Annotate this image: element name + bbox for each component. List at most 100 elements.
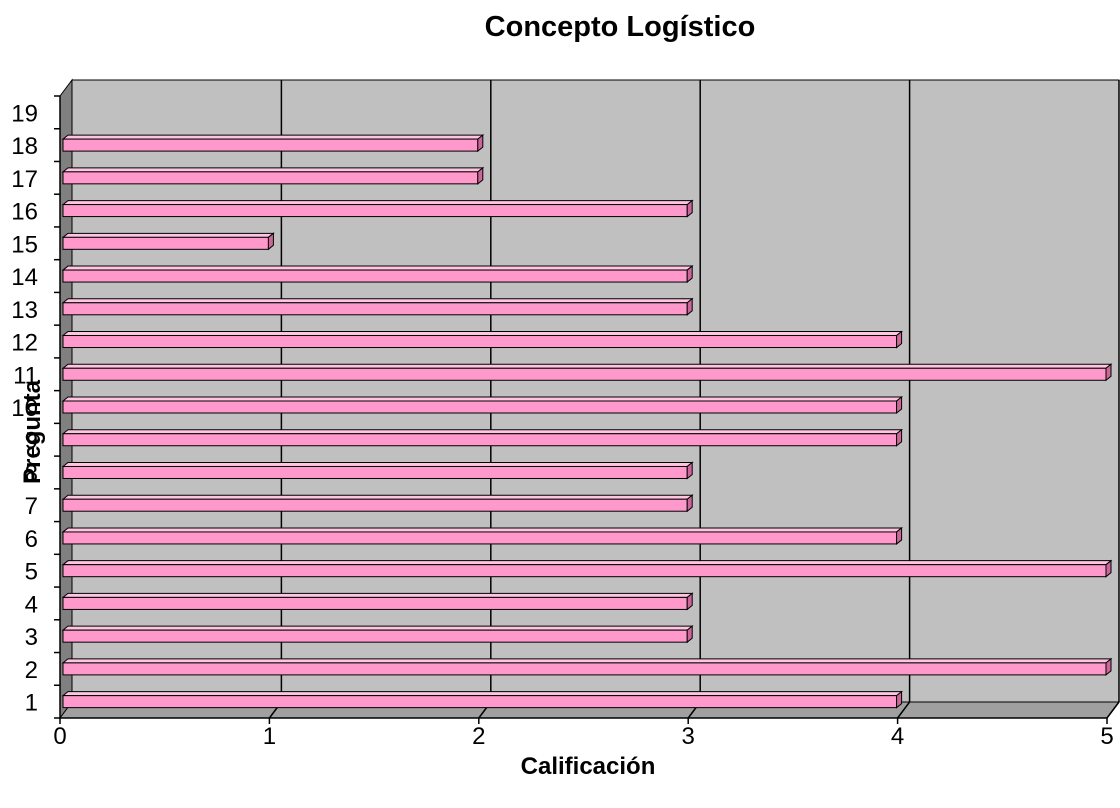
- bar-end: [477, 134, 484, 153]
- y-tick-label: 18: [11, 133, 38, 160]
- bar-end: [896, 690, 903, 709]
- y-tick-label: 10: [11, 395, 38, 422]
- y-tick-label: 13: [11, 297, 38, 324]
- bar-front: [62, 596, 688, 610]
- gridline-floor: [896, 701, 911, 719]
- bar-top: [61, 461, 694, 467]
- bar-top: [61, 134, 485, 140]
- bar-front: [62, 171, 479, 185]
- y-tick-label: 16: [11, 199, 38, 226]
- bar: [61, 592, 694, 611]
- x-tick-label: 5: [1100, 723, 1113, 750]
- bar-end: [1105, 657, 1112, 676]
- y-tick-label: 4: [25, 591, 38, 618]
- bar-top: [61, 167, 485, 173]
- bar-top: [61, 232, 275, 238]
- bar: [61, 559, 1113, 578]
- bar: [61, 330, 904, 349]
- bar-end: [896, 428, 903, 447]
- bar-top: [61, 429, 904, 435]
- bar-front: [62, 695, 898, 709]
- bar-front: [62, 204, 688, 218]
- bar: [61, 166, 485, 185]
- y-tick-label: 19: [11, 100, 38, 127]
- bar-end: [267, 232, 274, 251]
- bar-front: [62, 335, 898, 349]
- y-tick-label: 14: [11, 264, 38, 291]
- y-tick-label: 5: [25, 559, 38, 586]
- bar: [61, 134, 485, 153]
- bar-front: [62, 367, 1107, 381]
- y-axis-title: Pregunta: [19, 379, 46, 484]
- bar-top: [61, 363, 1113, 369]
- y-tick-label: 1: [25, 690, 38, 717]
- bar: [61, 625, 694, 644]
- bar-top: [61, 494, 694, 500]
- bar-front: [62, 433, 898, 447]
- bar: [61, 395, 904, 415]
- bar-front: [62, 269, 688, 283]
- bar: [61, 363, 1113, 382]
- bar-front: [62, 629, 688, 643]
- bar: [61, 657, 1113, 676]
- bars: [61, 134, 1113, 709]
- bar-top: [61, 200, 694, 206]
- y-tick-label: 7: [25, 493, 38, 520]
- bar-end: [686, 592, 693, 611]
- bar: [61, 461, 694, 480]
- bar-top: [61, 527, 904, 533]
- bar-end: [477, 166, 484, 185]
- x-axis-title: Calificación: [521, 753, 656, 780]
- gridline-floor: [1106, 701, 1120, 719]
- y-tick-label: 8: [25, 460, 38, 487]
- x-tick-label: 4: [891, 723, 904, 750]
- bar-end: [896, 330, 903, 349]
- bar-top: [61, 625, 694, 631]
- x-tick-label: 0: [53, 723, 66, 750]
- bar: [61, 232, 275, 251]
- bar-end: [686, 461, 693, 480]
- bar-front: [62, 302, 688, 316]
- bar-front: [62, 138, 479, 152]
- bar-top: [61, 592, 694, 598]
- bar-end: [686, 625, 693, 644]
- bar-end: [686, 494, 693, 513]
- chart-title: Concepto Logístico: [485, 11, 756, 43]
- bar: [61, 494, 694, 513]
- y-tick-label: 17: [11, 166, 38, 193]
- bar-top: [61, 331, 904, 337]
- y-tick-label: 12: [11, 330, 38, 357]
- bar-end: [686, 297, 693, 316]
- bar-front: [62, 400, 898, 414]
- bar-front: [62, 662, 1107, 676]
- bar-front: [62, 236, 269, 250]
- bar-front: [62, 498, 688, 512]
- bar-front: [62, 531, 898, 545]
- bar-end: [686, 199, 693, 218]
- x-tick-label: 3: [682, 723, 695, 750]
- y-tick-label: 11: [13, 362, 38, 389]
- y-tick-label: 15: [11, 231, 38, 258]
- bar: [61, 526, 904, 545]
- bar-end: [686, 265, 693, 284]
- bar-end: [1105, 559, 1112, 578]
- bar-top: [61, 396, 904, 402]
- bar: [61, 428, 904, 447]
- x-tick-label: 2: [472, 723, 485, 750]
- bar-end: [1105, 363, 1112, 382]
- y-tick-label: 6: [25, 526, 38, 553]
- y-tick-label: 3: [25, 624, 38, 651]
- bar-top: [61, 691, 904, 697]
- bar-front: [62, 465, 688, 479]
- y-tick-label: 2: [25, 657, 38, 684]
- bar-end: [896, 395, 903, 415]
- x-axis-ticks: 0 1 2 3 4 5: [53, 718, 1114, 750]
- bar-top: [61, 265, 694, 271]
- bar: [61, 690, 904, 709]
- x-tick-label: 1: [263, 723, 276, 750]
- bar-top: [61, 560, 1113, 566]
- bar: [61, 265, 694, 284]
- y-tick-label: 9: [25, 428, 38, 455]
